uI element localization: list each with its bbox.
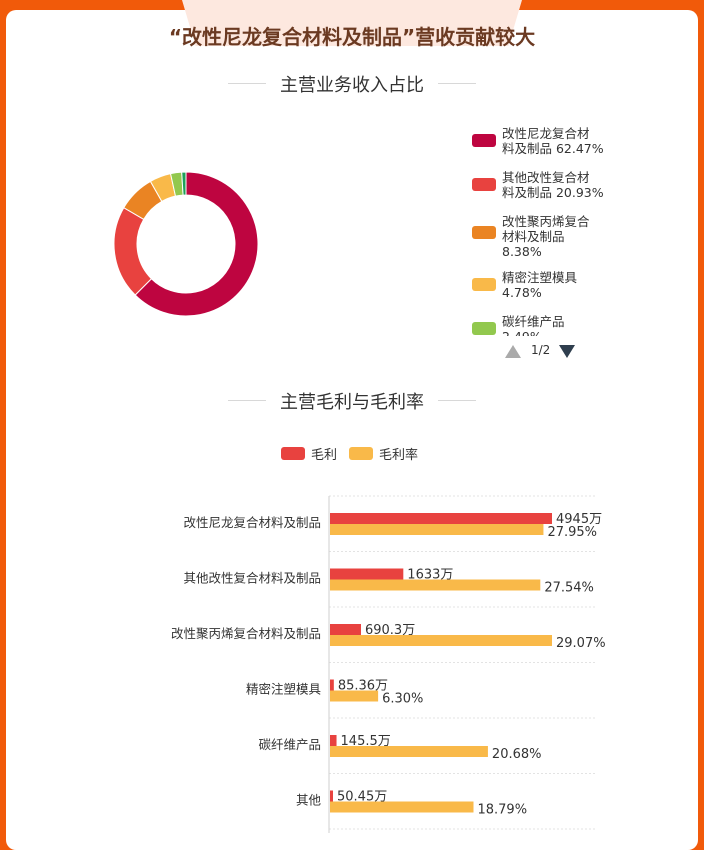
pie-section-title: 主营业务收入占比 [280, 75, 424, 96]
margin-label: 18.79% [477, 803, 527, 818]
pie-legend: 改性尼龙复合材 料及制品 62.47% 其他改性复合材 料及制品 20.93% 改性聚丙… [470, 126, 650, 336]
category-label: 精密注塑模具 [246, 682, 322, 697]
legend-label: 碳纤维产品2.49% [502, 314, 565, 336]
gross-profit-bar[interactable] [330, 568, 404, 580]
legend-label: 毛利 [311, 448, 338, 463]
section-divider-right-2 [438, 400, 476, 401]
legend-pager: 1/2 [505, 342, 605, 362]
margin-bar[interactable] [330, 579, 541, 591]
gross-profit-bar[interactable] [330, 790, 333, 802]
page-title: “改性尼龙复合材料及制品”营收贡献较大 [168, 25, 536, 49]
content-card [6, 10, 698, 850]
legend-swatch [472, 226, 496, 239]
legend-label: 其他改性复合材 料及制品 20.93% [502, 170, 604, 200]
gross-profit-bar[interactable] [330, 624, 361, 635]
legend-swatch [472, 178, 496, 191]
bar-section-title: 主营毛利与毛利率 [280, 392, 424, 413]
category-label: 碳纤维产品 [258, 737, 321, 752]
legend-swatch [472, 134, 496, 147]
margin-label: 27.95% [547, 525, 597, 540]
pager-up-icon[interactable] [505, 345, 521, 358]
category-label: 其他改性复合材料及制品 [183, 571, 321, 586]
gross-profit-bar[interactable] [330, 679, 334, 691]
legend-swatch [472, 278, 496, 291]
margin-label: 29.07% [556, 636, 606, 651]
category-label: 改性聚丙烯复合材料及制品 [171, 626, 321, 641]
legend-swatch [281, 447, 305, 460]
section-divider-right [438, 83, 476, 84]
margin-label: 6.30% [382, 692, 423, 707]
gross-profit-label: 50.45万 [337, 790, 387, 805]
gross-profit-bar[interactable] [330, 513, 552, 524]
margin-bar[interactable] [330, 690, 379, 702]
pager-down-icon[interactable] [559, 345, 575, 358]
legend-swatch [472, 322, 496, 335]
section-divider-left [228, 83, 266, 84]
margin-bar[interactable] [330, 801, 474, 813]
margin-bar[interactable] [330, 524, 544, 535]
section-divider-left-2 [228, 400, 266, 401]
pager-text: 1/2 [531, 343, 551, 357]
gross-profit-label: 4945万 [556, 512, 602, 527]
margin-label: 27.54% [544, 581, 594, 596]
category-label: 其他 [296, 793, 322, 808]
gross-profit-label: 690.3万 [365, 623, 415, 638]
legend-label: 精密注塑模具 4.78% [502, 270, 578, 300]
legend-swatch [349, 447, 373, 460]
legend-label: 毛利率 [379, 448, 419, 463]
gross-profit-label: 145.5万 [341, 734, 391, 749]
margin-label: 20.68% [492, 747, 542, 762]
margin-bar[interactable] [330, 635, 552, 646]
legend-label: 改性尼龙复合材 料及制品 62.47% [502, 126, 604, 156]
gross-profit-bar[interactable] [330, 735, 337, 746]
gross-profit-label: 85.36万 [338, 679, 388, 694]
gross-profit-label: 1633万 [407, 568, 453, 583]
title-banner [182, 0, 522, 46]
category-label: 改性尼龙复合材料及制品 [183, 515, 321, 530]
legend-label: 改性聚丙烯复合 材料及制品 8.38% [502, 214, 590, 259]
margin-bar[interactable] [330, 746, 488, 757]
